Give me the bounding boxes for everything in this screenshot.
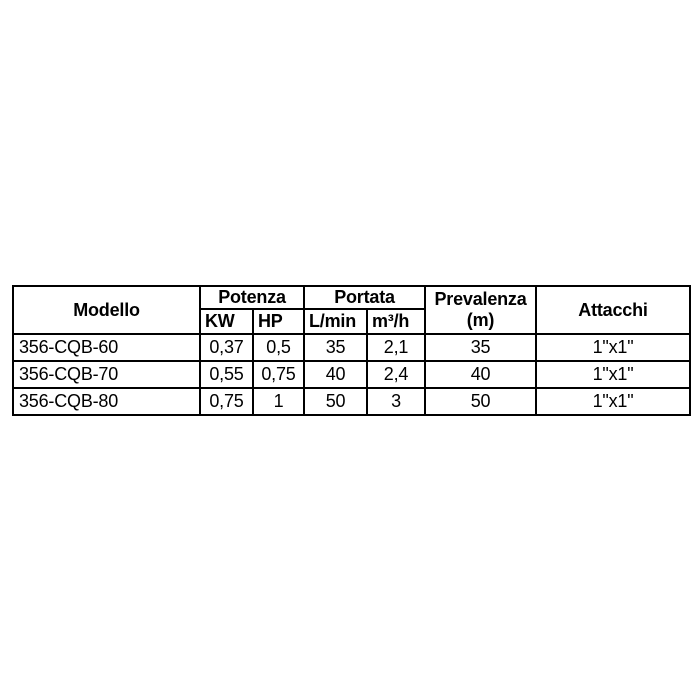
col-group-potenza: Potenza <box>199 285 305 310</box>
col-header-lmin: L/min <box>303 308 368 335</box>
attacchi-cell: 1"x1" <box>535 360 691 389</box>
col-header-modello: Modello <box>12 285 201 335</box>
header-row-units: KW HP L/min m³/h <box>13 308 690 335</box>
kw-cell: 0,55 <box>199 360 254 389</box>
col-header-m3h: m³/h <box>366 308 426 335</box>
m3h-cell: 2,4 <box>366 360 426 389</box>
m3h-cell: 3 <box>366 387 426 416</box>
table-row: 356-CQB-70 0,55 0,75 40 2,4 40 1"x1" <box>12 360 691 389</box>
kw-cell: 0,37 <box>199 333 254 362</box>
model-cell: 356-CQB-70 <box>12 360 201 389</box>
model-cell: 356-CQB-60 <box>12 333 201 362</box>
model-cell: 356-CQB-80 <box>12 387 201 416</box>
col-header-prevalenza: Prevalenza (m) <box>424 285 537 335</box>
lmin-cell: 35 <box>303 333 368 362</box>
col-header-hp: HP <box>252 308 305 335</box>
header-row-groups: Modello Potenza Portata Prevalenza (m) A… <box>12 285 691 335</box>
lmin-cell: 50 <box>303 387 368 416</box>
table-row: 356-CQB-60 0,37 0,5 35 2,1 35 1"x1" <box>12 333 691 362</box>
attacchi-cell: 1"x1" <box>535 387 691 416</box>
prevalenza-label-line2: (m) <box>466 310 495 330</box>
col-group-portata: Portata <box>303 285 426 310</box>
table-row: 356-CQB-80 0,75 1 50 3 50 1"x1" <box>12 387 691 416</box>
hp-cell: 0,5 <box>252 333 305 362</box>
lmin-cell: 40 <box>303 360 368 389</box>
pump-spec-table: Modello Potenza Portata Prevalenza (m) A… <box>12 285 691 416</box>
m3h-cell: 2,1 <box>366 333 426 362</box>
prevalenza-cell: 40 <box>424 360 537 389</box>
kw-cell: 0,75 <box>199 387 254 416</box>
prevalenza-cell: 35 <box>424 333 537 362</box>
prevalenza-label-line1: Prevalenza <box>434 289 527 309</box>
hp-cell: 0,75 <box>252 360 305 389</box>
prevalenza-cell: 50 <box>424 387 537 416</box>
col-header-attacchi: Attacchi <box>535 285 691 335</box>
hp-cell: 1 <box>252 387 305 416</box>
col-header-kw: KW <box>199 308 254 335</box>
attacchi-cell: 1"x1" <box>535 333 691 362</box>
